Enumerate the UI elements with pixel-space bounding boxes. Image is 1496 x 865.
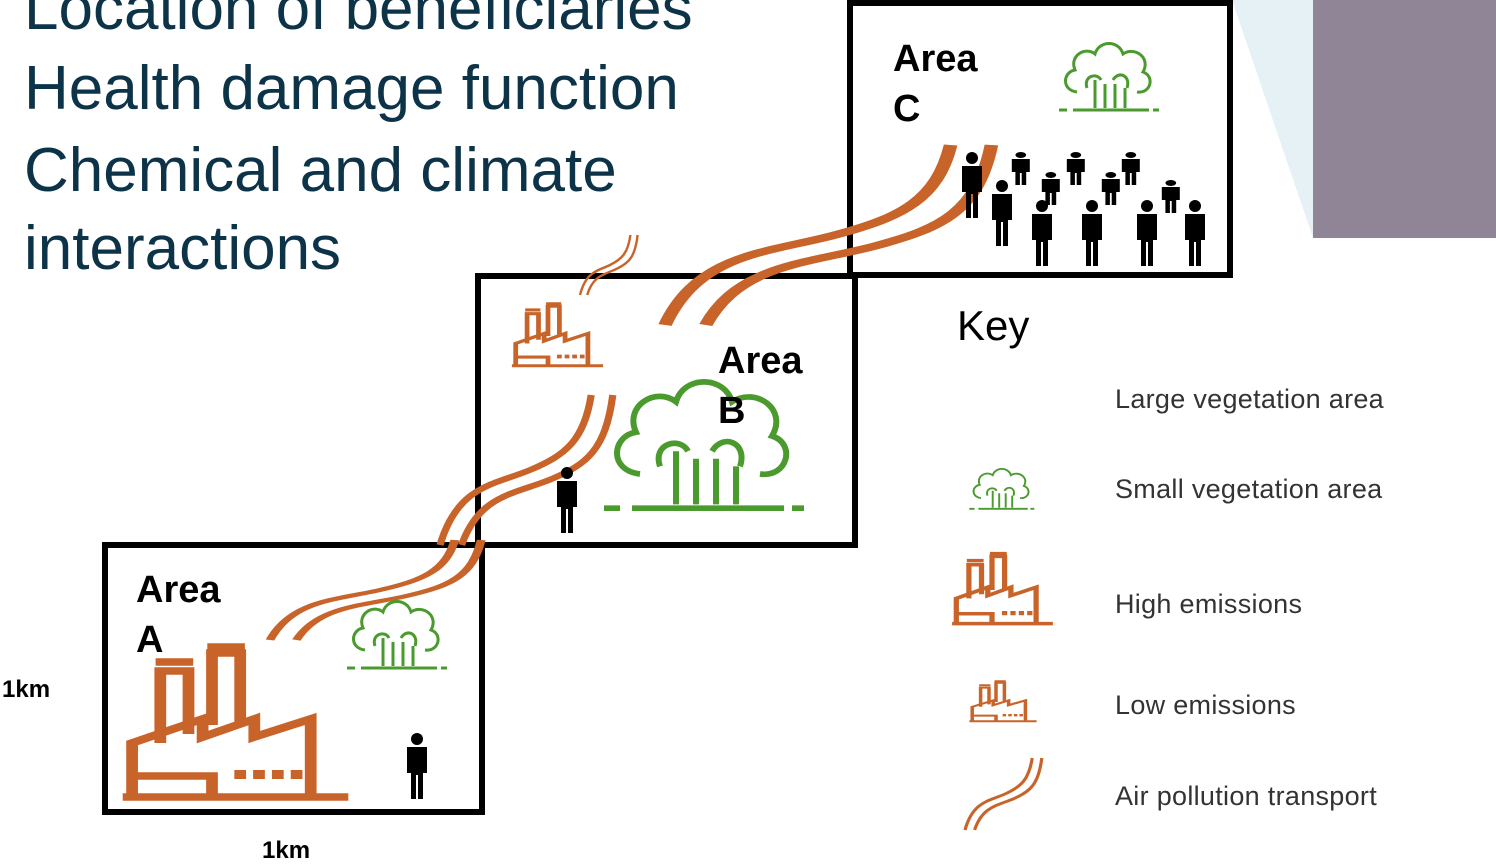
key-title: Key — [957, 302, 1029, 350]
key-item: Air pollution transport — [1115, 781, 1377, 812]
bullet: Health damage function — [24, 50, 724, 128]
area-label: Area A — [136, 565, 236, 665]
page: Location of beneficiaries Health damage … — [0, 0, 1496, 865]
key-item: Low emissions — [1115, 690, 1296, 721]
bullet: Location of beneficiaries — [24, 0, 724, 48]
photo — [1313, 0, 1496, 238]
scale-label: 1km — [2, 676, 50, 704]
factories — [123, 304, 1053, 797]
key-item: Large vegetation area — [1115, 384, 1384, 415]
bullet: Chemical and climate interactions — [24, 132, 664, 288]
key-icons — [965, 758, 1042, 830]
area-label: Area B — [718, 336, 818, 436]
area-label: Area C — [893, 34, 993, 134]
scale-label: 1km — [262, 837, 310, 865]
key-item: High emissions — [1115, 589, 1302, 620]
key-item: Small vegetation area — [1115, 474, 1382, 505]
